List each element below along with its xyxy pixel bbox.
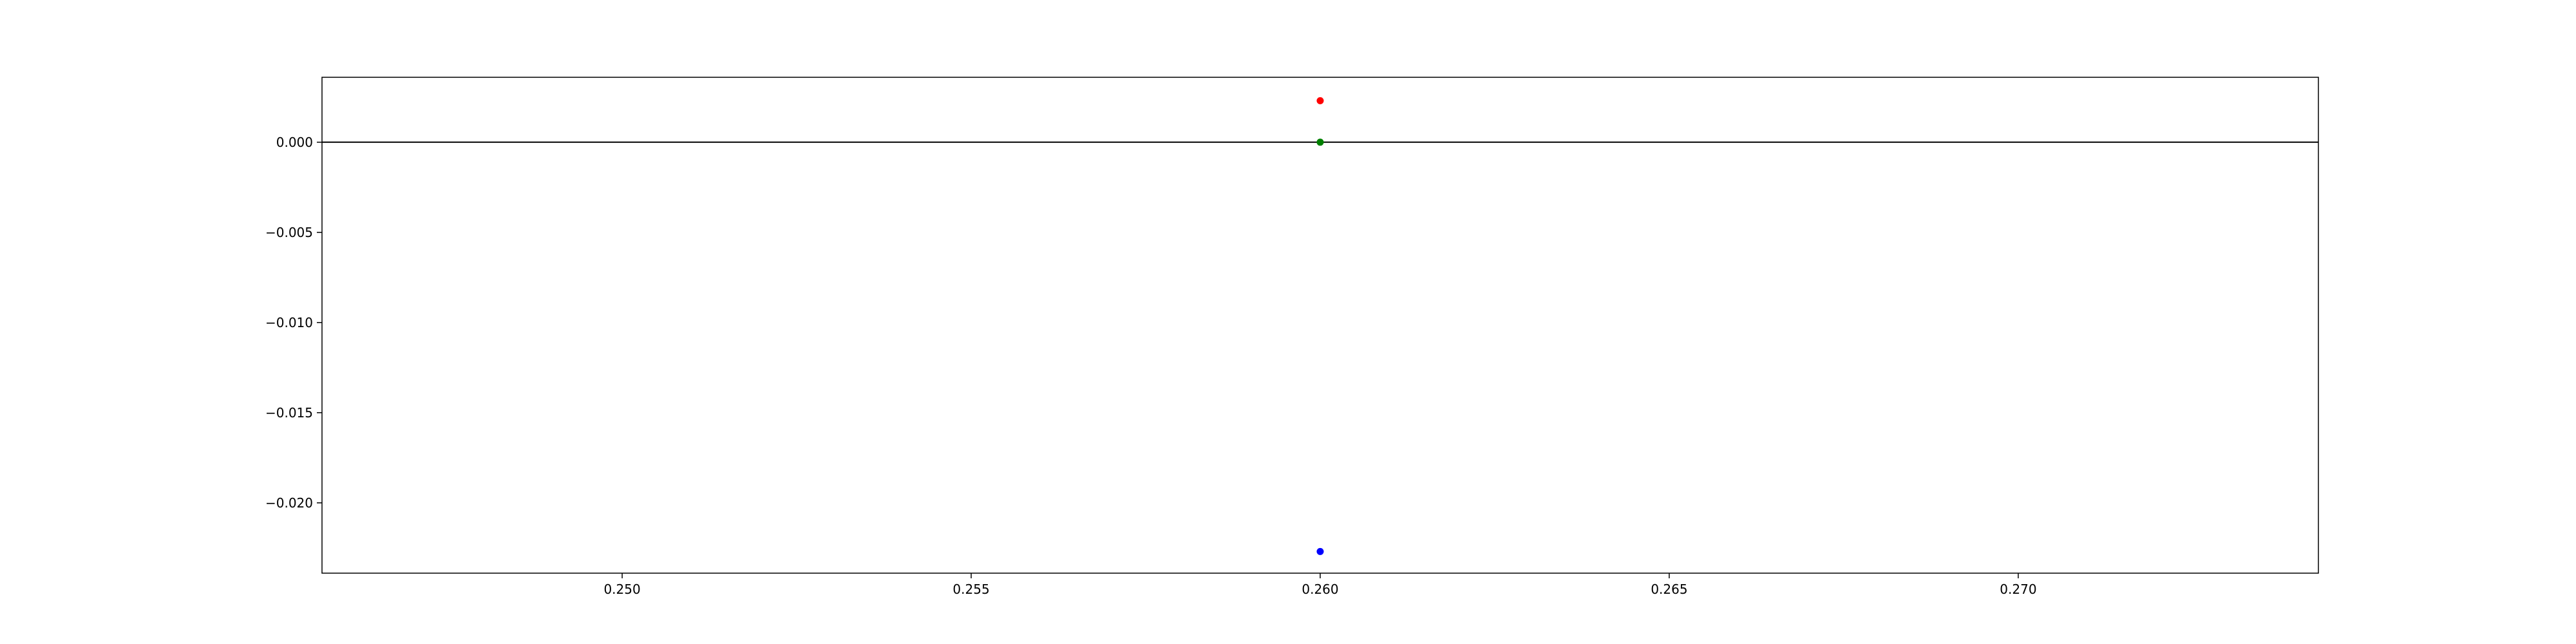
x-tick-label: 0.270 bbox=[2000, 582, 2036, 597]
axes-frame bbox=[321, 77, 2319, 574]
y-tick-label: −0.015 bbox=[265, 405, 313, 421]
y-tick-label: 0.000 bbox=[276, 135, 313, 150]
y-tick-label: −0.010 bbox=[265, 315, 313, 330]
data-point bbox=[1316, 547, 1324, 555]
x-tick-label: 0.260 bbox=[1302, 582, 1338, 597]
x-tick-label: 0.250 bbox=[603, 582, 640, 597]
y-tick-label: −0.005 bbox=[265, 225, 313, 240]
data-point bbox=[1316, 138, 1324, 146]
y-tick-label: −0.020 bbox=[265, 495, 313, 511]
plot-area: 0.250 0.255 0.260 0.265 0.270 0.000 −0.005 −0.0… bbox=[265, 77, 2319, 597]
data-point bbox=[1316, 97, 1324, 104]
x-tick-label: 0.265 bbox=[1651, 582, 1687, 597]
x-tick-label: 0.255 bbox=[952, 582, 989, 597]
